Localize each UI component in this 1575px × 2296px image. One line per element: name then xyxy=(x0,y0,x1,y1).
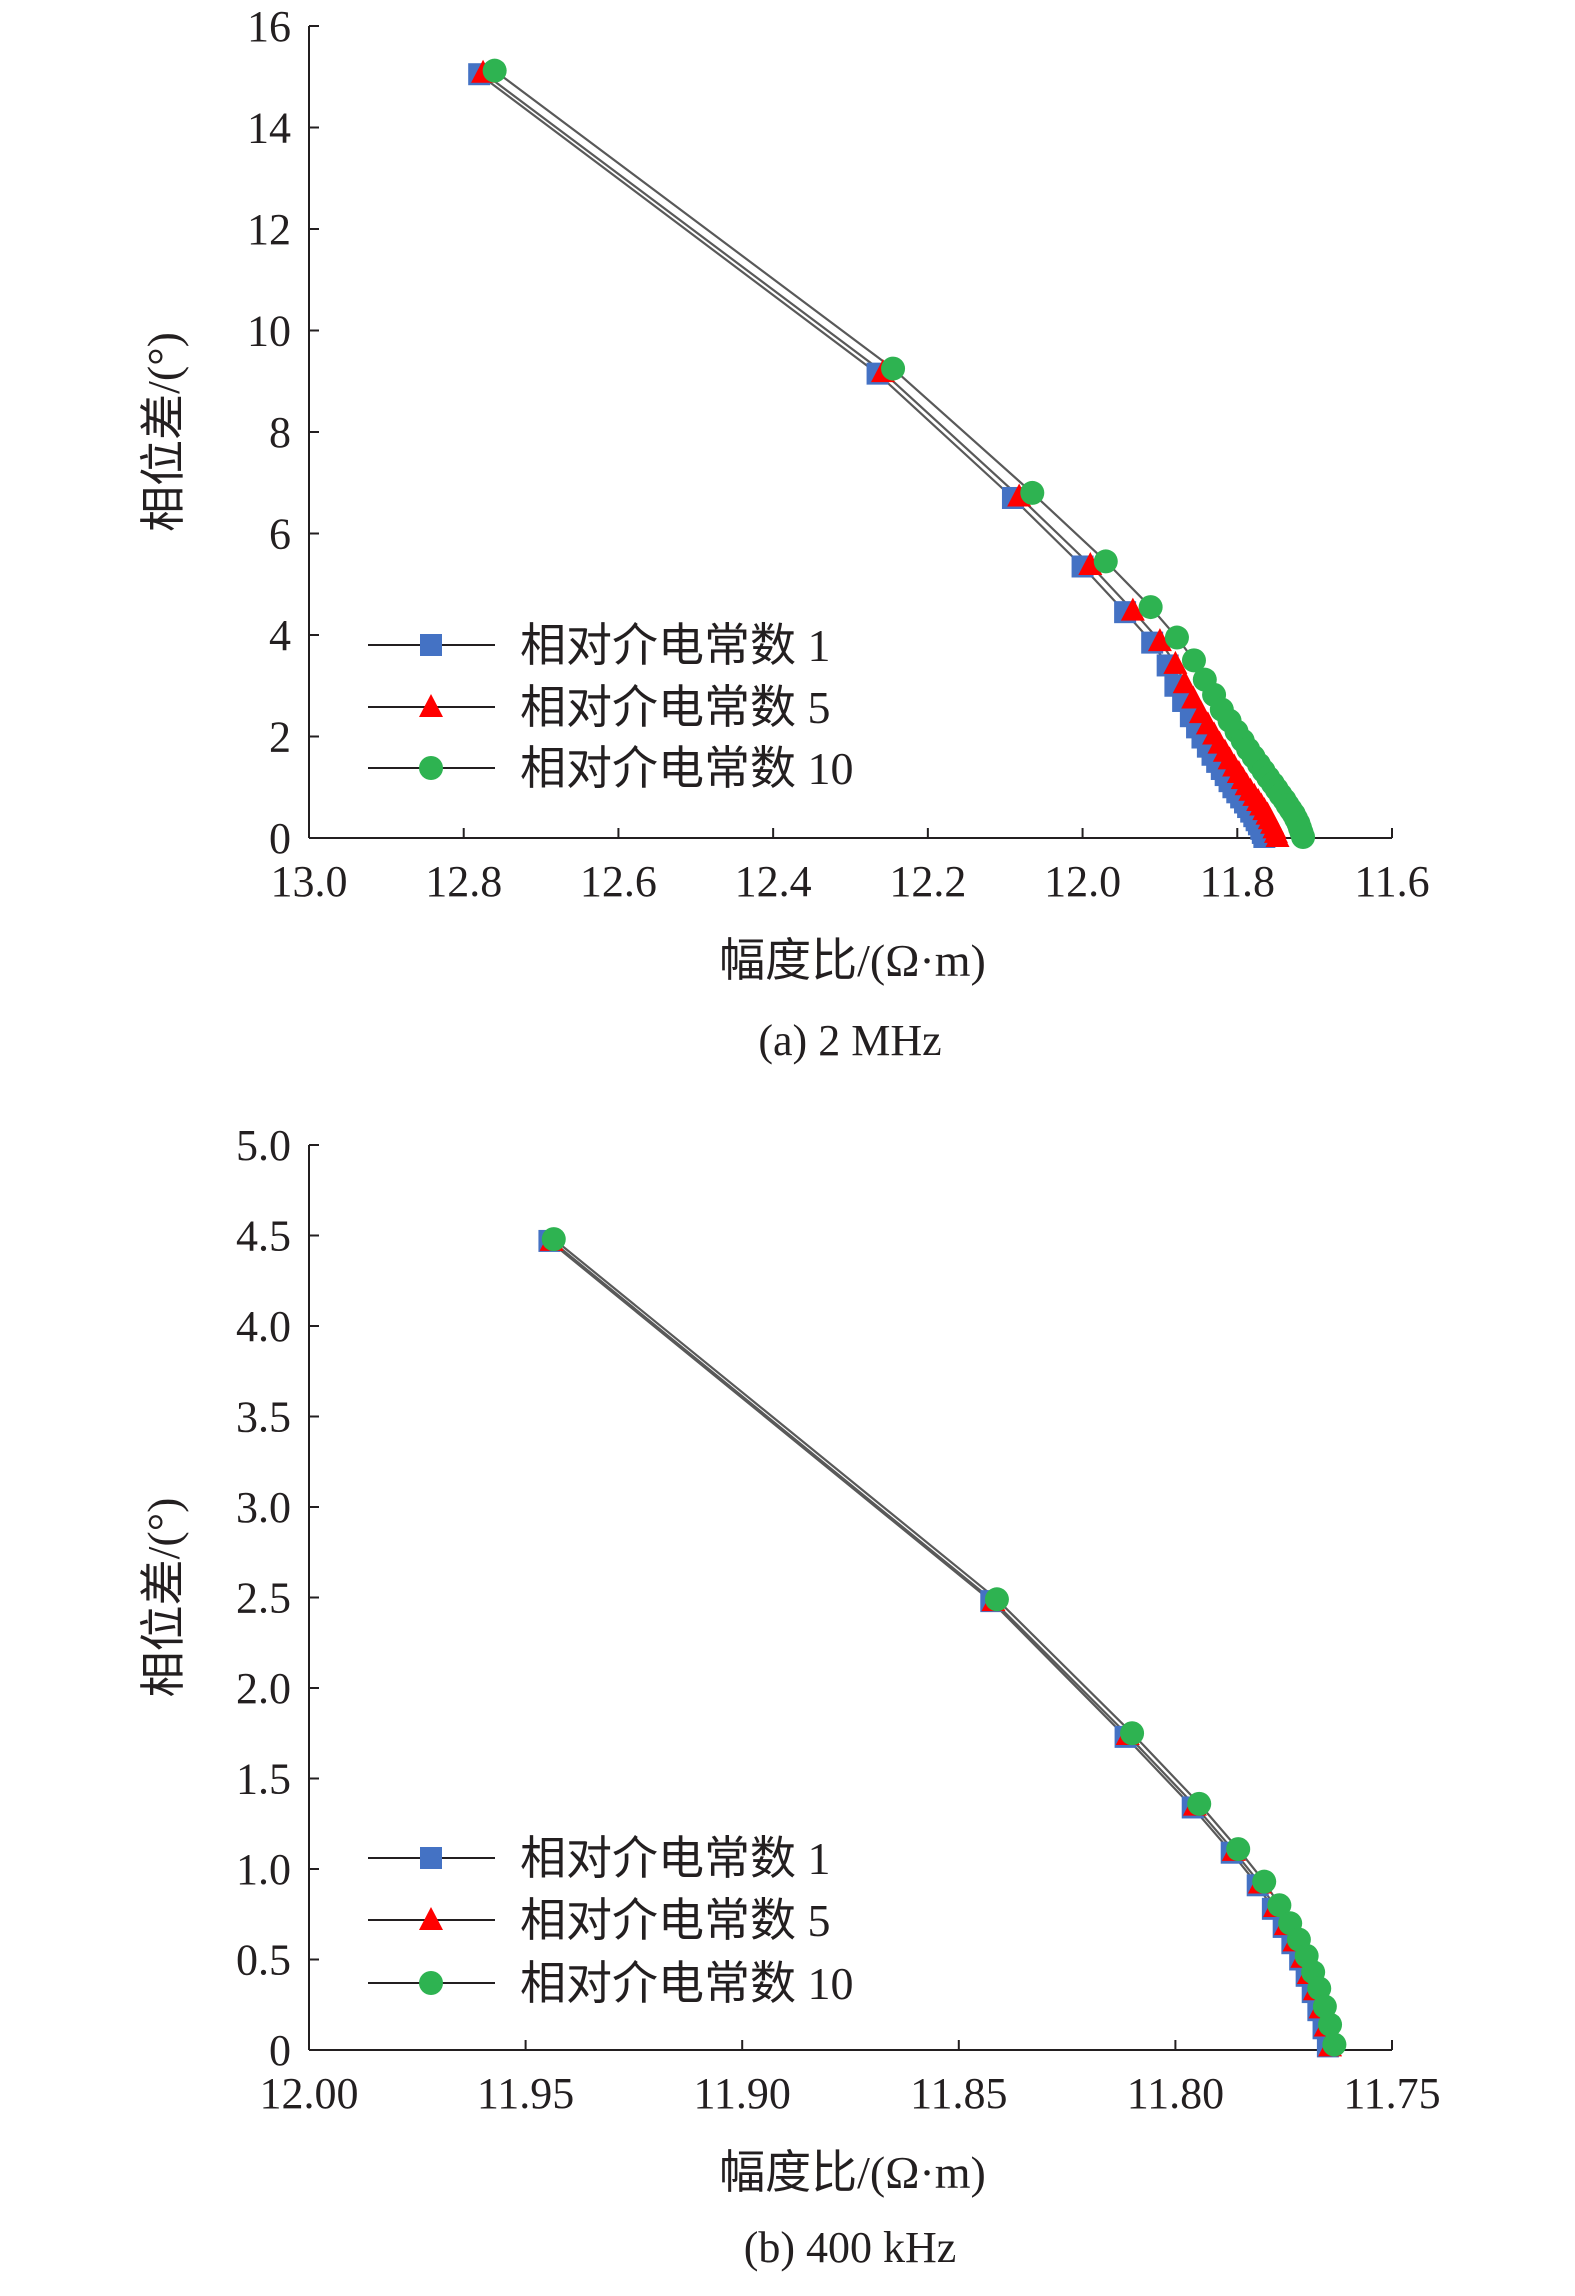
y-tick-label: 4.0 xyxy=(236,1302,291,1351)
y-tick-label: 8 xyxy=(269,408,291,457)
y-tick-label: 12 xyxy=(247,205,291,254)
figure-caption: (b) 400 kHz xyxy=(744,2223,957,2272)
y-tick-label: 2.5 xyxy=(236,1574,291,1623)
data-point-s2-4 xyxy=(1078,551,1103,575)
data-point-s3-4 xyxy=(1187,1791,1212,1816)
data-point-s3-1 xyxy=(482,58,507,83)
data-point-s2-6 xyxy=(1147,628,1172,652)
y-tick-label: 14 xyxy=(247,104,291,153)
data-point-s3-7 xyxy=(1267,1893,1292,1918)
legend-marker-1 xyxy=(420,634,442,656)
y-tick-label: 5.0 xyxy=(236,1121,291,1170)
chart-panel-b: 0 0.5 1.0 1.5 2.0 2.5 3.0 3.5 4.0 4.5 5.0 12.00 11.9… xyxy=(138,1121,1441,2272)
y-tick-label: 0 xyxy=(269,2026,291,2075)
y-axis-title: 相位差/(°) xyxy=(138,1498,189,1698)
x-tick-label: 13.0 xyxy=(271,857,348,906)
y-tick-label: 16 xyxy=(247,2,291,51)
y-tick-label: 2 xyxy=(269,713,291,762)
x-axis-title: 幅度比/(Ω·m) xyxy=(719,2147,986,2198)
y-tick-label: 6 xyxy=(269,510,291,559)
data-point-s3-4 xyxy=(1093,549,1118,574)
x-tick-label: 12.4 xyxy=(735,857,812,906)
x-tick-label: 12.8 xyxy=(425,857,502,906)
y-tick-label: 3.0 xyxy=(236,1483,291,1532)
chart-panel-a: 0 2 4 6 8 10 12 14 16 13.0 12.8 12.6 12.4 12.2 12.0 11.… xyxy=(138,2,1430,1065)
x-tick-label: 11.80 xyxy=(1127,2069,1224,2118)
y-tick-label: 1.5 xyxy=(236,1755,291,1804)
data-point-s3-7 xyxy=(1181,648,1206,673)
y-tick-label: 0.5 xyxy=(236,1936,291,1985)
x-tick-label: 11.95 xyxy=(477,2069,574,2118)
figure-caption: (a) 2 MHz xyxy=(758,1016,941,1065)
data-point-s2-30 xyxy=(1265,823,1290,847)
data-point-s3-6 xyxy=(1164,625,1189,650)
legend-label-3: 相对介电常数 10 xyxy=(520,1958,854,2009)
y-tick-label: 10 xyxy=(247,307,291,356)
legend-marker-3 xyxy=(419,756,443,780)
data-point-s3-14 xyxy=(1318,2012,1343,2037)
x-tick-label: 11.75 xyxy=(1343,2069,1440,2118)
data-point-s2-5 xyxy=(1120,597,1145,621)
x-tick-label: 11.6 xyxy=(1354,857,1429,906)
legend-label-2: 相对介电常数 5 xyxy=(520,682,831,733)
data-point-s3-6 xyxy=(1252,1869,1277,1894)
data-point-s3-15 xyxy=(1322,2032,1347,2057)
data-point-s3-30 xyxy=(1291,824,1316,849)
y-tick-label: 1.0 xyxy=(236,1845,291,1894)
data-point-s3-1 xyxy=(541,1227,566,1252)
data-point-s3-5 xyxy=(1226,1837,1251,1862)
x-tick-label: 12.0 xyxy=(1044,857,1121,906)
legend-marker-2 xyxy=(419,694,443,717)
data-point-s3-5 xyxy=(1138,595,1163,620)
data-point-s2-9 xyxy=(1181,685,1206,709)
y-tick-label: 3.5 xyxy=(236,1393,291,1442)
data-point-s3-2 xyxy=(881,356,906,381)
legend-label-1: 相对介电常数 1 xyxy=(520,1833,831,1884)
y-axis-title: 相位差/(°) xyxy=(138,332,189,532)
y-tick-label: 4.5 xyxy=(236,1212,291,1261)
x-axis-title: 幅度比/(Ω·m) xyxy=(719,935,986,986)
data-point-s2-8 xyxy=(1172,670,1197,694)
legend-marker-2 xyxy=(419,1907,443,1930)
x-tick-label: 12.00 xyxy=(260,2069,359,2118)
legend-marker-1 xyxy=(420,1847,442,1869)
x-tick-label: 11.90 xyxy=(694,2069,791,2118)
data-point-s3-2 xyxy=(984,1587,1009,1612)
data-point-s3-13 xyxy=(1312,1994,1337,2019)
data-point-s3-3 xyxy=(1020,480,1045,505)
legend-marker-3 xyxy=(419,1971,443,1995)
y-tick-label: 2.0 xyxy=(236,1664,291,1713)
x-tick-label: 11.85 xyxy=(910,2069,1007,2118)
legend-label-3: 相对介电常数 10 xyxy=(520,743,854,794)
legend-label-2: 相对介电常数 5 xyxy=(520,1895,831,1946)
data-point-s3-12 xyxy=(1307,1976,1332,2001)
legend-label-1: 相对介电常数 1 xyxy=(520,620,831,671)
y-tick-label: 0 xyxy=(269,814,291,863)
y-tick-label: 4 xyxy=(269,611,291,660)
x-tick-label: 11.8 xyxy=(1200,857,1275,906)
data-point-s3-3 xyxy=(1120,1721,1145,1746)
data-point-s2-7 xyxy=(1163,650,1188,674)
x-tick-label: 12.6 xyxy=(580,857,657,906)
x-tick-label: 12.2 xyxy=(889,857,966,906)
